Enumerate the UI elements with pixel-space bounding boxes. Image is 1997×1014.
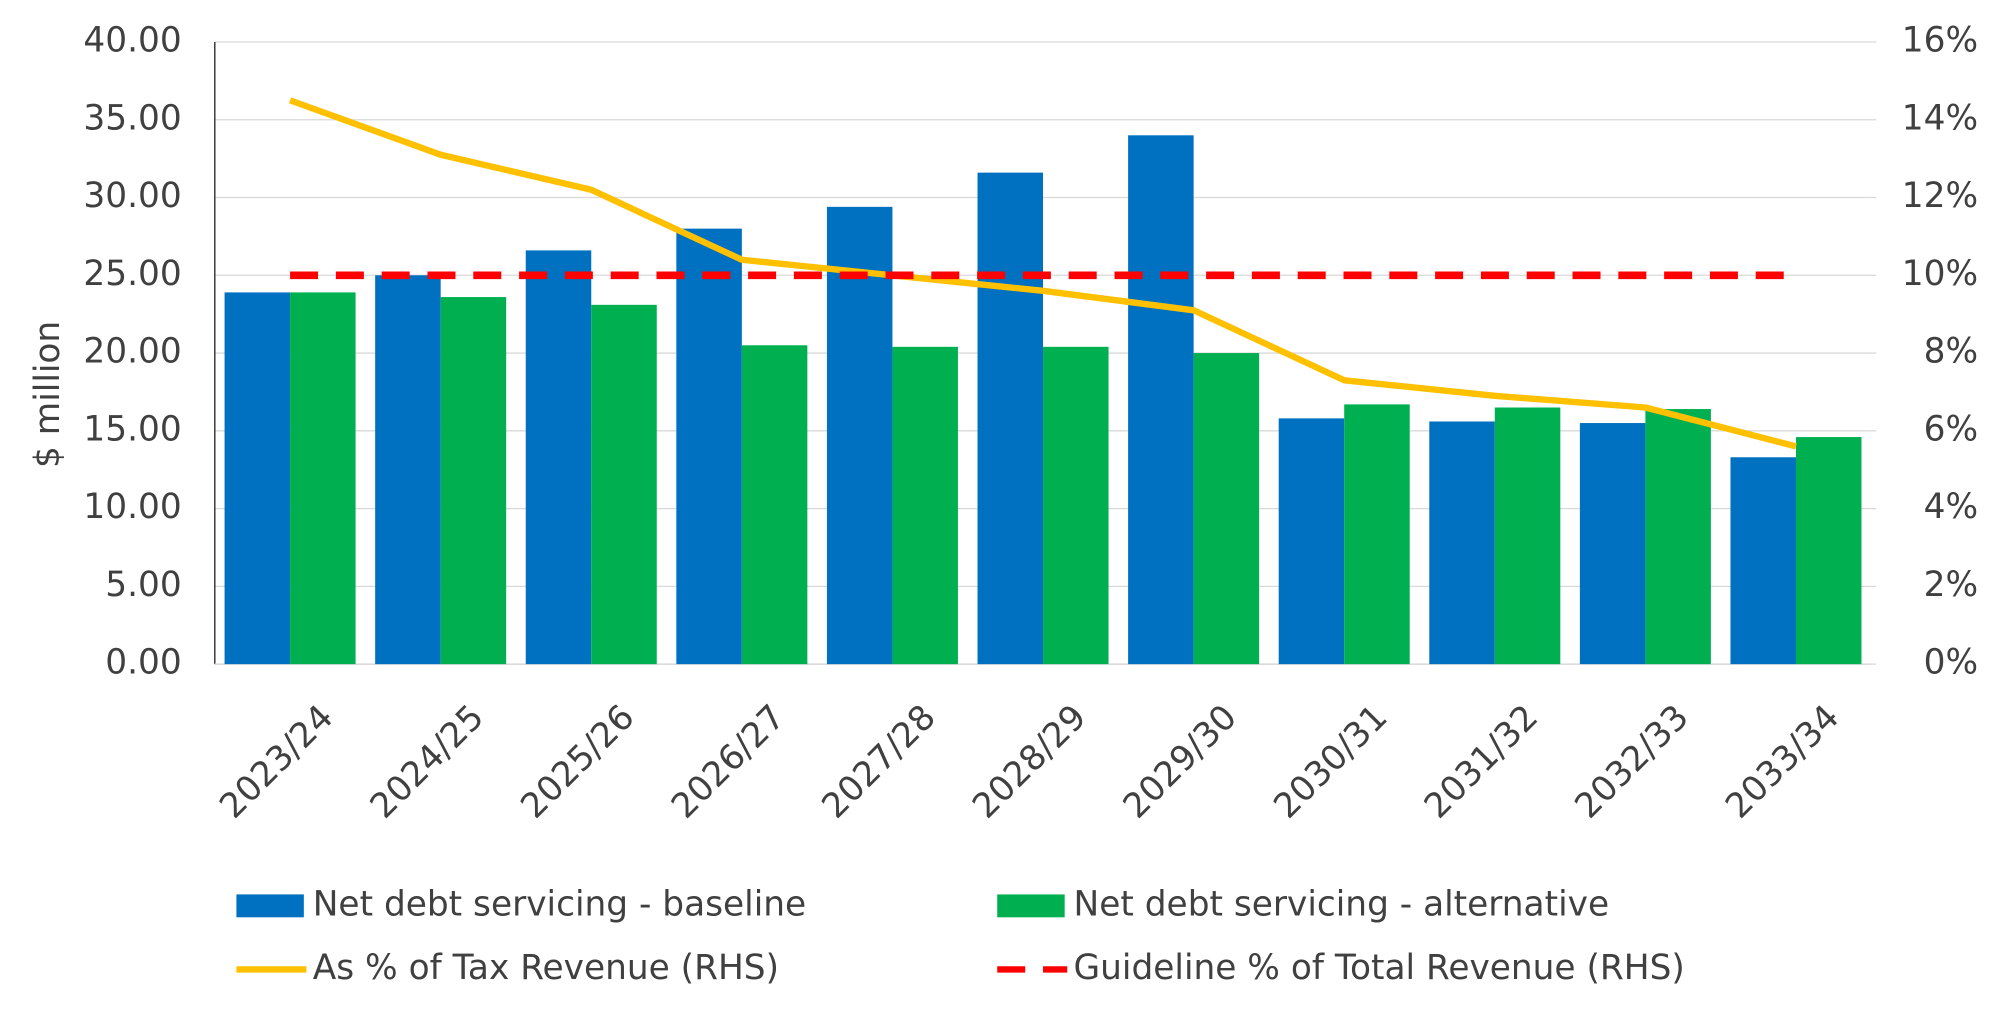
bar <box>892 346 958 665</box>
bar <box>676 228 742 665</box>
y-tick-label: 40.00 <box>83 20 181 60</box>
y2-tick-label: 16% <box>1902 20 1978 60</box>
bar <box>1730 457 1796 665</box>
bar <box>591 304 657 665</box>
y2-tick-label: 14% <box>1902 98 1978 138</box>
y-tick-label: 5.00 <box>105 565 181 605</box>
y2-tick-label: 10% <box>1902 254 1978 294</box>
bar <box>741 345 808 665</box>
y2-tick-label: 6% <box>1924 409 1978 449</box>
y-tick-label: 10.00 <box>83 487 181 527</box>
y2-tick-label: 2% <box>1924 565 1978 605</box>
bar <box>440 297 507 665</box>
bar <box>224 292 291 665</box>
y2-tick-label: 12% <box>1902 176 1978 216</box>
bar <box>1429 421 1495 665</box>
y2-tick-label: 0% <box>1924 643 1978 683</box>
bar <box>1278 418 1345 665</box>
bar <box>1645 409 1711 665</box>
bar <box>1344 404 1410 665</box>
y-tick-label: 20.00 <box>83 332 181 372</box>
y-tick-label: 25.00 <box>83 254 181 294</box>
y-axis-label: $ million <box>28 321 68 468</box>
legend-label: Guideline % of Total Revenue (RHS) <box>1074 948 1685 988</box>
bar <box>977 172 1044 665</box>
y-tick-label: 35.00 <box>83 98 181 138</box>
legend-label: As % of Tax Revenue (RHS) <box>313 948 779 988</box>
legend-label: Net debt servicing - baseline <box>313 884 806 924</box>
legend-swatch <box>997 894 1065 918</box>
bar <box>1193 353 1260 665</box>
y-tick-label: 0.00 <box>105 643 181 683</box>
line-series <box>288 97 1797 450</box>
bar <box>1579 423 1646 665</box>
y2-tick-label: 8% <box>1924 332 1978 372</box>
bar <box>290 292 356 665</box>
bar <box>525 250 592 665</box>
legend-swatch <box>236 894 304 918</box>
bar <box>1494 407 1561 665</box>
bar <box>375 275 441 665</box>
y-tick-label: 30.00 <box>83 176 181 216</box>
bar <box>1795 437 1862 665</box>
y-tick-label: 15.00 <box>83 409 181 449</box>
bar <box>1128 135 1194 665</box>
bar <box>1043 346 1109 665</box>
legend-label: Net debt servicing - alternative <box>1074 884 1610 924</box>
bar <box>826 206 893 665</box>
y2-tick-label: 4% <box>1924 487 1978 527</box>
